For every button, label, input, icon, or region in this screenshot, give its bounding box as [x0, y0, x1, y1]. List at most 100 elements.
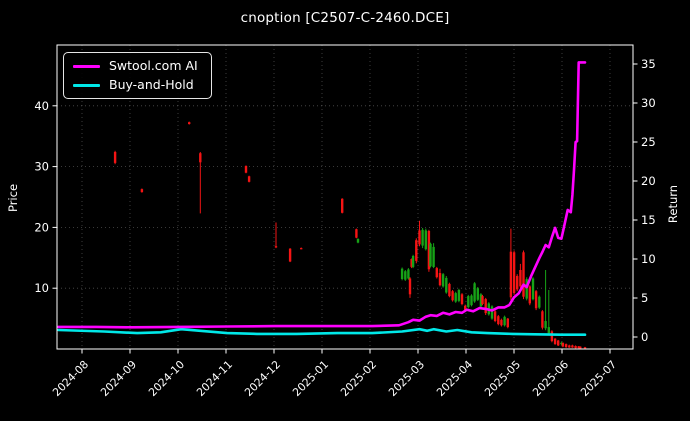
return-tick-label: 0 — [641, 330, 648, 344]
legend: Swtool.com AI Buy-and-Hold — [63, 52, 212, 99]
candle-body — [493, 311, 497, 321]
candle-body — [561, 342, 565, 347]
candle-body — [470, 295, 473, 306]
candle-body — [583, 347, 587, 349]
candle-body — [410, 259, 413, 267]
legend-row-swtool-ai: Swtool.com AI — [73, 59, 198, 73]
x-tick-label: 2025-03 — [386, 358, 427, 399]
candle-body — [476, 288, 479, 300]
return-tick-label: 5 — [641, 291, 648, 305]
candle-body — [522, 252, 525, 297]
candle-body — [512, 252, 516, 293]
candle-body — [547, 327, 550, 334]
candle-body — [274, 246, 278, 248]
return-tick-label: 30 — [641, 96, 656, 110]
candle-body — [571, 345, 574, 348]
candle-body — [415, 240, 418, 261]
candle-body — [467, 296, 470, 307]
candle-body — [568, 345, 571, 348]
price-tick-label: 20 — [34, 220, 49, 234]
candle-body — [557, 340, 560, 346]
candle-body — [460, 294, 464, 304]
candle-body — [525, 279, 528, 299]
candle-body — [429, 243, 432, 267]
candle-body — [534, 291, 538, 309]
candle-body — [113, 152, 117, 163]
candle-body — [421, 229, 424, 246]
candle-body — [506, 318, 509, 328]
candle-body — [500, 319, 503, 326]
candle-body — [140, 189, 144, 193]
x-tick-label: 2024-08 — [50, 358, 91, 399]
candle-body — [400, 268, 404, 279]
candle-body — [484, 299, 487, 314]
candle-body — [577, 346, 580, 349]
series-line-buy-and-hold — [56, 327, 587, 337]
price-tick-label: 10 — [34, 281, 49, 295]
x-tick-label: 2025-04 — [434, 358, 475, 399]
line-swatch-icon — [73, 64, 100, 68]
x-tick-label: 2025-07 — [578, 358, 619, 399]
candle-body — [560, 342, 563, 345]
legend-label-buy-and-hold: Buy-and-Hold — [109, 77, 194, 92]
candle-body — [451, 291, 454, 301]
candle-body — [355, 229, 358, 238]
candle-body — [490, 306, 494, 319]
candle-body — [541, 311, 544, 328]
candle-body — [528, 286, 531, 304]
candle-body — [579, 346, 582, 349]
candle-body — [479, 294, 483, 307]
candle-body — [454, 293, 457, 302]
candle-body — [445, 277, 448, 293]
plot-border — [56, 44, 634, 350]
return-tick-label: 20 — [641, 174, 656, 188]
candle-body — [199, 153, 202, 163]
return-tick-label: 10 — [641, 252, 656, 266]
price-tick-label: 40 — [34, 99, 49, 113]
candle-body — [553, 338, 557, 345]
candle-body — [538, 296, 541, 308]
candle-body — [519, 270, 522, 287]
candle-body — [341, 198, 344, 213]
candle-body — [497, 316, 500, 325]
candle-body — [516, 276, 519, 290]
candle-body — [404, 271, 407, 280]
candle-body — [441, 274, 445, 287]
candle-body — [418, 230, 421, 245]
candle-body — [356, 239, 360, 243]
y-axis-label-price: Price — [6, 183, 20, 213]
price-tick-label: 30 — [34, 160, 49, 174]
candle-body — [247, 176, 251, 182]
candle-body — [448, 283, 451, 297]
candle-body — [531, 278, 535, 300]
candle-body — [503, 316, 506, 326]
return-tick-label: 25 — [641, 135, 656, 149]
candle-body — [464, 305, 467, 311]
candle-body — [550, 331, 554, 342]
candle-body — [244, 166, 248, 173]
x-tick-label: 2024-12 — [242, 358, 283, 399]
candle-body — [432, 246, 435, 267]
candle-body — [424, 230, 427, 250]
candle-body — [457, 290, 461, 301]
candle-body — [438, 273, 442, 286]
x-tick-label: 2024-10 — [146, 358, 187, 399]
return-tick-label: 15 — [641, 213, 656, 227]
candle-body — [473, 283, 476, 302]
x-tick-label: 2025-05 — [482, 358, 523, 399]
candle-body — [509, 251, 513, 298]
y-axis-label-return: Return — [666, 184, 680, 224]
candle-body — [427, 231, 431, 270]
candle-body — [407, 269, 410, 279]
x-tick-label: 2025-01 — [290, 358, 331, 399]
legend-row-buy-and-hold: Buy-and-Hold — [73, 78, 198, 92]
candle-body — [408, 278, 412, 295]
candle-body — [544, 321, 547, 329]
candle-body — [564, 344, 568, 348]
candle-body — [481, 296, 484, 304]
candle-body — [435, 268, 438, 278]
series-line-swtool-ai — [56, 61, 587, 329]
x-tick-label: 2025-02 — [338, 358, 379, 399]
